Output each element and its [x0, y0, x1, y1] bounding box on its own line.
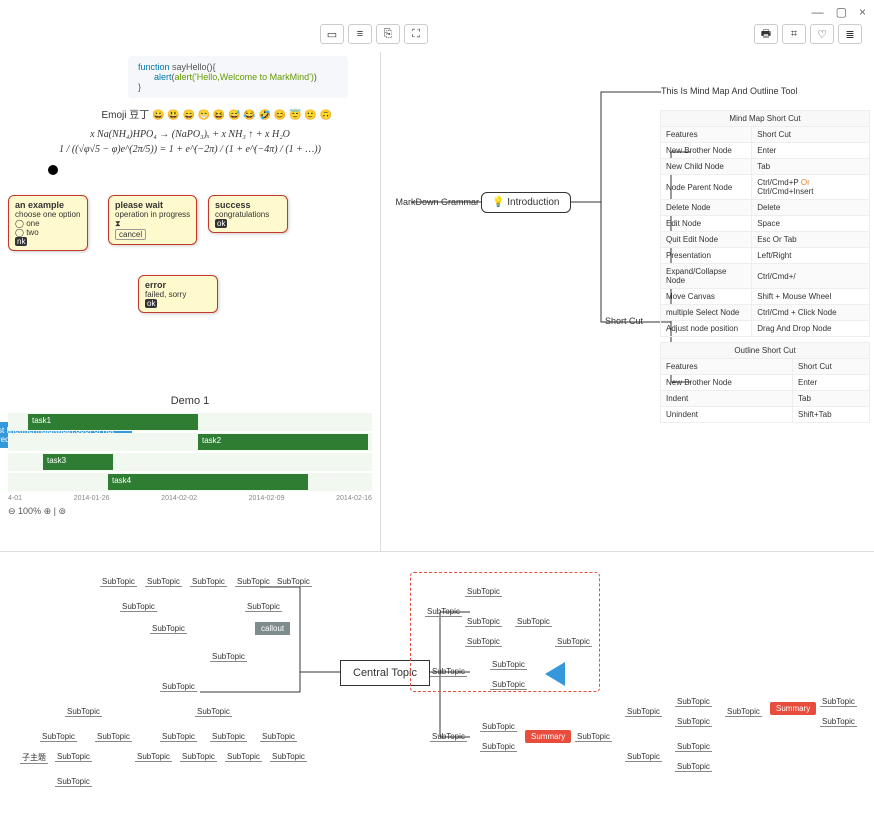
n[interactable]: SubTopic [225, 752, 262, 762]
tb-btn-3[interactable]: ⎘ [376, 24, 400, 44]
state-example[interactable]: an example choose one option ◯ one ◯ two… [8, 195, 88, 251]
callout-tag: callout [255, 622, 290, 635]
n[interactable]: SubTopic [120, 602, 157, 612]
start-dot [48, 165, 58, 175]
shortcut-table-mindmap: Mind Map Short Cut FeaturesShort Cut New… [660, 110, 870, 337]
n[interactable]: SubTopic [555, 637, 592, 647]
n[interactable]: SubTopic [490, 660, 527, 670]
n[interactable]: SubTopic [625, 752, 662, 762]
tb-btn-4[interactable]: ⛶ [404, 24, 428, 44]
tb-btn-5[interactable]: 🖶 [754, 24, 778, 44]
zoom-controls[interactable]: ⊖ 100% ⊕ | ⊚ [8, 506, 372, 517]
n[interactable]: SubTopic [190, 577, 227, 587]
n[interactable]: SubTopic [210, 732, 247, 742]
n[interactable]: SubTopic [245, 602, 282, 612]
n[interactable]: SubTopic [480, 742, 517, 752]
n[interactable]: SubTopic [675, 717, 712, 727]
n[interactable]: SubTopic [160, 682, 197, 692]
n[interactable]: SubTopic [465, 637, 502, 647]
formula-1: x Na(NH₄)HPO₄ → (NaPO₃)ₓ + x NH₃ ↑ + x H… [8, 129, 372, 140]
gantt-bar-1[interactable]: task1 [28, 414, 198, 430]
n[interactable]: SubTopic [465, 587, 502, 597]
n[interactable]: SubTopic [55, 777, 92, 787]
n[interactable]: SubTopic [260, 732, 297, 742]
n[interactable]: SubTopic [675, 742, 712, 752]
node-introduction[interactable]: 💡 Introduction [481, 192, 571, 213]
toolbar: ▭ ≡ ⎘ ⛶ 🖶 ⌗ ♡ ≣ [0, 24, 874, 52]
n[interactable]: SubTopic [275, 577, 312, 587]
n[interactable]: SubTopic [515, 617, 552, 627]
n[interactable]: SubTopic [425, 607, 462, 617]
tb-btn-8[interactable]: ≣ [838, 24, 862, 44]
left-pane: function sayHello(){ alert(alert('Hello,… [0, 52, 380, 551]
n[interactable]: SubTopic [160, 732, 197, 742]
summary-1[interactable]: Summary [525, 730, 571, 743]
shortcut-table-outline: Outline Short Cut FeaturesShort Cut New … [660, 342, 870, 423]
bottom-mindmap[interactable]: Central Topic SubTopic SubTopic SubTopic… [0, 552, 874, 812]
gantt-bar-3[interactable]: task3 [43, 454, 113, 470]
tb-btn-2[interactable]: ≡ [348, 24, 372, 44]
close-icon[interactable]: × [859, 5, 866, 19]
n[interactable]: SubTopic [625, 707, 662, 717]
n[interactable]: SubTopic [195, 707, 232, 717]
n[interactable]: SubTopic [430, 667, 467, 677]
n[interactable]: SubTopic [675, 697, 712, 707]
triangle-marker [545, 662, 565, 686]
n[interactable]: SubTopic [725, 707, 762, 717]
n[interactable]: SubTopic [100, 577, 137, 587]
gantt-axis: 4-012014-01-262014-02-022014-02-092014-0… [8, 495, 372, 502]
n[interactable]: SubTopic [135, 752, 172, 762]
n[interactable]: SubTopic [210, 652, 247, 662]
gantt-bar-4[interactable]: task4 [108, 474, 308, 490]
n[interactable]: 子主题 [20, 752, 48, 764]
n[interactable]: SubTopic [675, 762, 712, 772]
n[interactable]: SubTopic [820, 697, 857, 707]
summary-2[interactable]: Summary [770, 702, 816, 715]
state-wait[interactable]: please wait operation in progress ⧗ canc… [108, 195, 197, 245]
n[interactable]: SubTopic [150, 624, 187, 634]
sc1-title: Mind Map Short Cut [661, 111, 870, 127]
bulb-icon: 💡 [492, 197, 504, 208]
tb-btn-7[interactable]: ♡ [810, 24, 834, 44]
n[interactable]: SubTopic [430, 732, 467, 742]
n[interactable]: SubTopic [490, 680, 527, 690]
formula-2: 1 / ((√φ√5 − φ)e^(2π/5)) = 1 + e^(−2π) /… [8, 144, 372, 155]
tb-btn-6[interactable]: ⌗ [782, 24, 806, 44]
state-diagram: an example choose one option ◯ one ◯ two… [8, 165, 372, 345]
sc2-title: Outline Short Cut [661, 343, 870, 359]
gantt-bar-2[interactable]: task2 [198, 434, 368, 450]
n[interactable]: SubTopic [145, 577, 182, 587]
n[interactable]: SubTopic [235, 577, 272, 587]
code-line3: } [138, 82, 338, 92]
tb-btn-1[interactable]: ▭ [320, 24, 344, 44]
n[interactable]: SubTopic [40, 732, 77, 742]
n[interactable]: SubTopic [820, 717, 857, 727]
n[interactable]: SubTopic [465, 617, 502, 627]
gantt-title: Demo 1 [8, 395, 372, 407]
n[interactable]: SubTopic [95, 732, 132, 742]
minimize-icon[interactable]: — [812, 5, 824, 19]
n[interactable]: SubTopic [575, 732, 612, 742]
window-titlebar: — ▢ × [0, 0, 874, 24]
node-shortcut[interactable]: Short Cut [605, 316, 643, 326]
n[interactable]: SubTopic [480, 722, 517, 732]
state-success[interactable]: success congratulations ok [208, 195, 288, 233]
n[interactable]: SubTopic [65, 707, 102, 717]
gantt-chart[interactable]: task1 task2 task3 task4 [8, 413, 372, 493]
n[interactable]: SubTopic [55, 752, 92, 762]
state-error[interactable]: error failed, sorry ok [138, 275, 218, 313]
n[interactable]: SubTopic [270, 752, 307, 762]
emoji-line: Emoji 豆丁 😀 😃 😄 😁 😆 😅 😂 🤣 😊 😇 🙂 🙃 [8, 106, 332, 121]
node-markdown[interactable]: MarkDown Grammar [389, 197, 479, 207]
right-pane[interactable]: 💡 Introduction This Is Mind Map And Outl… [380, 52, 874, 551]
n[interactable]: SubTopic [180, 752, 217, 762]
node-tool-desc[interactable]: This Is Mind Map And Outline Tool [661, 86, 797, 96]
maximize-icon[interactable]: ▢ [836, 5, 847, 19]
code-block: function sayHello(){ alert(alert('Hello,… [128, 56, 348, 98]
